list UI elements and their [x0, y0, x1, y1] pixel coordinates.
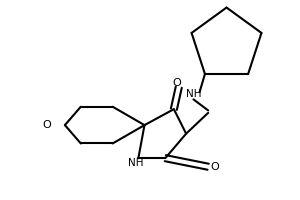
Text: NH: NH: [128, 158, 144, 168]
Text: O: O: [42, 120, 51, 130]
Text: O: O: [210, 162, 219, 172]
Text: O: O: [172, 78, 181, 88]
Text: NH: NH: [186, 89, 201, 99]
